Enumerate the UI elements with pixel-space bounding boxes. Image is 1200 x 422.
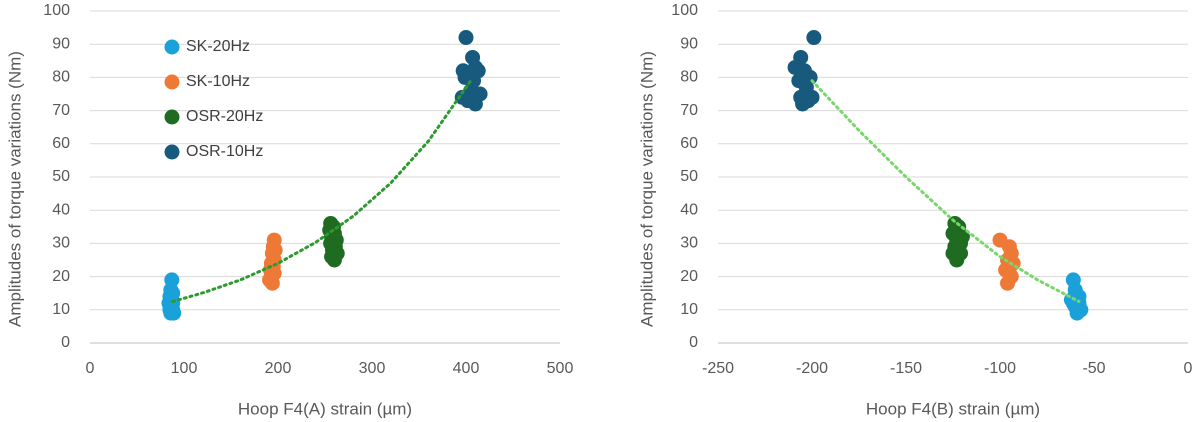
y-tick-label: 70 <box>52 102 70 119</box>
y-tick-label: 70 <box>680 102 698 119</box>
x-tick-label: 500 <box>547 360 574 377</box>
y-tick-label: 60 <box>680 135 698 152</box>
x-tick-label: 300 <box>359 360 386 377</box>
x-tick-label: -200 <box>796 360 828 377</box>
legend-label: OSR-10Hz <box>186 143 263 160</box>
y-tick-label: 50 <box>52 168 70 185</box>
y-axis-title: Amplitudes of torque variations (Nm) <box>637 51 656 327</box>
x-axis-title: Hoop F4(A) strain (µm) <box>238 399 412 418</box>
legend-label: OSR-20Hz <box>186 108 263 125</box>
y-tick-label: 10 <box>680 301 698 318</box>
legend-marker <box>164 144 180 160</box>
trendline <box>171 79 473 303</box>
data-point <box>949 252 965 268</box>
data-point <box>1000 275 1016 291</box>
x-tick-label: 0 <box>86 360 95 377</box>
data-point <box>795 96 811 112</box>
chart: 0 10 20 30 40 50 60 70 80 90 100 0 100 200 300 400 500 Ho… <box>5 2 573 418</box>
legend-label: SK-20Hz <box>186 38 250 55</box>
y-tick-label: 100 <box>671 2 698 19</box>
trendline <box>810 79 1081 303</box>
y-tick-label: 40 <box>680 201 698 218</box>
y-tick-label: 0 <box>689 334 698 351</box>
data-point <box>806 30 822 46</box>
x-tick-label: 100 <box>171 360 198 377</box>
y-tick-label: 90 <box>680 35 698 52</box>
y-tick-label: 20 <box>52 268 70 285</box>
legend-marker <box>164 109 180 125</box>
y-tick-label: 30 <box>52 235 70 252</box>
data-point <box>166 305 182 321</box>
y-tick-label: 90 <box>52 35 70 52</box>
data-point <box>326 252 342 268</box>
x-tick-label: -100 <box>984 360 1016 377</box>
y-tick-label: 40 <box>52 201 70 218</box>
x-tick-label: 0 <box>1184 360 1193 377</box>
y-tick-label: 100 <box>43 2 70 19</box>
data-point <box>464 89 480 105</box>
x-tick-label: 400 <box>453 360 480 377</box>
y-axis-title: Amplitudes of torque variations (Nm) <box>5 51 24 327</box>
y-tick-label: 50 <box>680 168 698 185</box>
x-tick-label: -50 <box>1082 360 1105 377</box>
x-tick-label: -250 <box>702 360 734 377</box>
data-point <box>264 275 280 291</box>
legend-marker <box>164 39 180 55</box>
y-tick-label: 10 <box>52 301 70 318</box>
y-tick-label: 80 <box>52 69 70 86</box>
y-tick-label: 30 <box>680 235 698 252</box>
chart: 0 10 20 30 40 50 60 70 80 90 100 -250 -200 -150 -100 -5… <box>637 2 1192 418</box>
x-axis-title: Hoop F4(B) strain (µm) <box>866 399 1040 418</box>
legend-marker <box>164 74 180 90</box>
y-tick-label: 80 <box>680 69 698 86</box>
y-tick-label: 0 <box>61 334 70 351</box>
y-tick-label: 20 <box>680 268 698 285</box>
y-tick-label: 60 <box>52 135 70 152</box>
legend-label: SK-10Hz <box>186 73 250 90</box>
data-point <box>458 30 474 46</box>
x-tick-label: 200 <box>265 360 292 377</box>
x-tick-label: -150 <box>890 360 922 377</box>
